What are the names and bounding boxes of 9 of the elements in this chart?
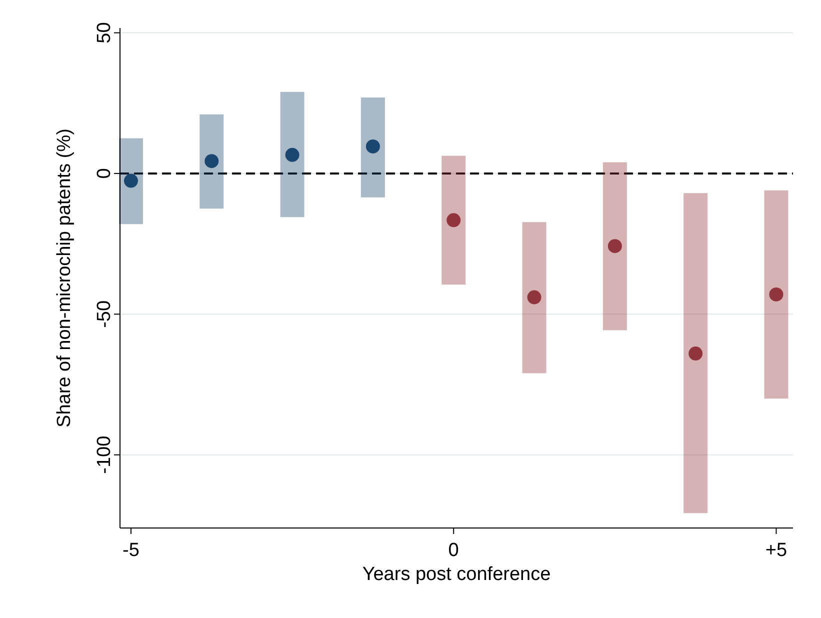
y-tick-label: 50 — [94, 22, 115, 44]
y-tick-label: -100 — [94, 436, 115, 474]
x-axis-title: Years post conference — [362, 564, 551, 585]
y-tick-label: -50 — [94, 300, 115, 328]
x-tick-label: +5 — [765, 540, 788, 561]
y-axis-title: Share of non-microchip patents (%) — [54, 128, 75, 428]
x-tick-label: -5 — [122, 540, 140, 561]
x-tick-label: 0 — [448, 540, 459, 561]
y-tick-label: 0 — [94, 168, 115, 179]
